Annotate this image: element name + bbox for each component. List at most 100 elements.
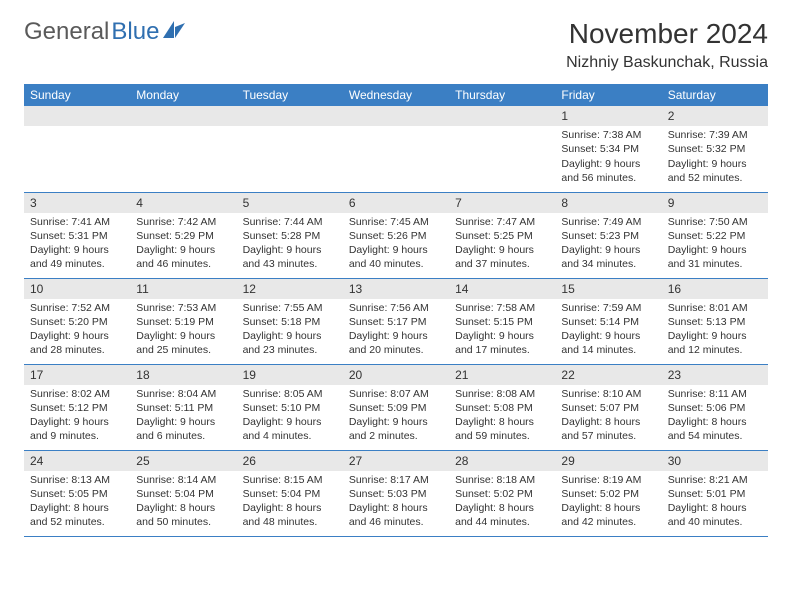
daylight-text: Daylight: 9 hours and 12 minutes. bbox=[668, 329, 762, 357]
day-details bbox=[24, 126, 130, 132]
sunset-text: Sunset: 5:20 PM bbox=[30, 315, 124, 329]
sunrise-text: Sunrise: 8:21 AM bbox=[668, 473, 762, 487]
sunrise-text: Sunrise: 7:55 AM bbox=[243, 301, 337, 315]
calendar-head: SundayMondayTuesdayWednesdayThursdayFrid… bbox=[24, 84, 768, 106]
sunset-text: Sunset: 5:23 PM bbox=[561, 229, 655, 243]
day-header: Monday bbox=[130, 84, 236, 106]
day-number: 6 bbox=[343, 193, 449, 213]
day-header: Sunday bbox=[24, 84, 130, 106]
daylight-text: Daylight: 9 hours and 25 minutes. bbox=[136, 329, 230, 357]
calendar-row: 3Sunrise: 7:41 AMSunset: 5:31 PMDaylight… bbox=[24, 192, 768, 278]
sunset-text: Sunset: 5:19 PM bbox=[136, 315, 230, 329]
day-details: Sunrise: 8:17 AMSunset: 5:03 PMDaylight:… bbox=[343, 471, 449, 534]
calendar-cell: 15Sunrise: 7:59 AMSunset: 5:14 PMDayligh… bbox=[555, 278, 661, 364]
sunrise-text: Sunrise: 7:44 AM bbox=[243, 215, 337, 229]
calendar-cell: 25 Sunrise: 8:14 AMSunset: 5:04 PMDayligh… bbox=[130, 450, 236, 536]
day-number bbox=[449, 106, 555, 126]
day-number: 17 bbox=[24, 365, 130, 385]
day-details: Sunrise: 8:04 AMSunset: 5:11 PMDaylight:… bbox=[130, 385, 236, 448]
day-details: Sunrise: 7:55 AMSunset: 5:18 PMDaylight:… bbox=[237, 299, 343, 362]
daylight-text: Daylight: 9 hours and 9 minutes. bbox=[30, 415, 124, 443]
day-details: Sunrise: 7:56 AMSunset: 5:17 PMDaylight:… bbox=[343, 299, 449, 362]
daylight-text: Daylight: 9 hours and 37 minutes. bbox=[455, 243, 549, 271]
sunset-text: Sunset: 5:06 PM bbox=[668, 401, 762, 415]
calendar-cell bbox=[237, 106, 343, 192]
location-label: Nizhniy Baskunchak, Russia bbox=[566, 54, 768, 72]
daylight-text: Daylight: 8 hours and 40 minutes. bbox=[668, 501, 762, 529]
calendar-page: GeneralBlue November 2024 Nizhniy Baskun… bbox=[0, 0, 792, 555]
day-details: Sunrise: 8:07 AMSunset: 5:09 PMDaylight:… bbox=[343, 385, 449, 448]
day-number: 19 bbox=[237, 365, 343, 385]
calendar-cell: 5Sunrise: 7:44 AMSunset: 5:28 PMDaylight… bbox=[237, 192, 343, 278]
calendar-row: 24Sunrise: 8:13 AMSunset: 5:05 PMDayligh… bbox=[24, 450, 768, 536]
daylight-text: Daylight: 9 hours and 23 minutes. bbox=[243, 329, 337, 357]
sunset-text: Sunset: 5:29 PM bbox=[136, 229, 230, 243]
calendar-table: SundayMondayTuesdayWednesdayThursdayFrid… bbox=[24, 84, 768, 537]
day-details: Sunrise: 7:53 AMSunset: 5:19 PMDaylight:… bbox=[130, 299, 236, 362]
sunrise-text: Sunrise: 8:18 AM bbox=[455, 473, 549, 487]
sunrise-text: Sunrise: 8:08 AM bbox=[455, 387, 549, 401]
sunset-text: Sunset: 5:32 PM bbox=[668, 142, 762, 156]
sunrise-text: Sunrise: 8:02 AM bbox=[30, 387, 124, 401]
brand-part1: General bbox=[24, 18, 109, 46]
day-details: Sunrise: 7:59 AMSunset: 5:14 PMDaylight:… bbox=[555, 299, 661, 362]
day-details: Sunrise: 8:18 AMSunset: 5:02 PMDaylight:… bbox=[449, 471, 555, 534]
day-number: 27 bbox=[343, 451, 449, 471]
sunset-text: Sunset: 5:12 PM bbox=[30, 401, 124, 415]
sunset-text: Sunset: 5:28 PM bbox=[243, 229, 337, 243]
sunrise-text: Sunrise: 7:53 AM bbox=[136, 301, 230, 315]
sunset-text: Sunset: 5:14 PM bbox=[561, 315, 655, 329]
calendar-row: 17Sunrise: 8:02 AMSunset: 5:12 PMDayligh… bbox=[24, 364, 768, 450]
sunset-text: Sunset: 5:04 PM bbox=[136, 487, 230, 501]
sunrise-text: Sunrise: 7:49 AM bbox=[561, 215, 655, 229]
daylight-text: Daylight: 8 hours and 48 minutes. bbox=[243, 501, 337, 529]
day-number: 4 bbox=[130, 193, 236, 213]
month-title: November 2024 bbox=[566, 18, 768, 50]
daylight-text: Daylight: 9 hours and 17 minutes. bbox=[455, 329, 549, 357]
calendar-cell: 2Sunrise: 7:39 AMSunset: 5:32 PMDaylight… bbox=[662, 106, 768, 192]
day-number: 18 bbox=[130, 365, 236, 385]
daylight-text: Daylight: 8 hours and 59 minutes. bbox=[455, 415, 549, 443]
day-details: Sunrise: 8:02 AMSunset: 5:12 PMDaylight:… bbox=[24, 385, 130, 448]
calendar-cell: 17Sunrise: 8:02 AMSunset: 5:12 PMDayligh… bbox=[24, 364, 130, 450]
day-header: Wednesday bbox=[343, 84, 449, 106]
sunset-text: Sunset: 5:08 PM bbox=[455, 401, 549, 415]
day-details: Sunrise: 8:11 AMSunset: 5:06 PMDaylight:… bbox=[662, 385, 768, 448]
day-number bbox=[24, 106, 130, 126]
sunrise-text: Sunrise: 8:14 AM bbox=[136, 473, 230, 487]
day-details: Sunrise: 7:41 AMSunset: 5:31 PMDaylight:… bbox=[24, 213, 130, 276]
sunrise-text: Sunrise: 7:42 AM bbox=[136, 215, 230, 229]
daylight-text: Daylight: 9 hours and 34 minutes. bbox=[561, 243, 655, 271]
sunrise-text: Sunrise: 7:45 AM bbox=[349, 215, 443, 229]
daylight-text: Daylight: 9 hours and 56 minutes. bbox=[561, 157, 655, 185]
daylight-text: Daylight: 9 hours and 6 minutes. bbox=[136, 415, 230, 443]
sunrise-text: Sunrise: 7:47 AM bbox=[455, 215, 549, 229]
calendar-cell: 24Sunrise: 8:13 AMSunset: 5:05 PMDayligh… bbox=[24, 450, 130, 536]
calendar-cell: 21 Sunrise: 8:08 AMSunset: 5:08 PMDayligh… bbox=[449, 364, 555, 450]
calendar-cell bbox=[24, 106, 130, 192]
calendar-cell: 10Sunrise: 7:52 AMSunset: 5:20 PMDayligh… bbox=[24, 278, 130, 364]
sunset-text: Sunset: 5:07 PM bbox=[561, 401, 655, 415]
sunset-text: Sunset: 5:18 PM bbox=[243, 315, 337, 329]
day-number: 25 bbox=[130, 451, 236, 471]
day-number: 21 bbox=[449, 365, 555, 385]
calendar-cell: 12Sunrise: 7:55 AMSunset: 5:18 PMDayligh… bbox=[237, 278, 343, 364]
calendar-cell: 11Sunrise: 7:53 AMSunset: 5:19 PMDayligh… bbox=[130, 278, 236, 364]
calendar-cell: 8Sunrise: 7:49 AMSunset: 5:23 PMDaylight… bbox=[555, 192, 661, 278]
day-details: Sunrise: 7:45 AMSunset: 5:26 PMDaylight:… bbox=[343, 213, 449, 276]
sunset-text: Sunset: 5:11 PM bbox=[136, 401, 230, 415]
sunrise-text: Sunrise: 8:11 AM bbox=[668, 387, 762, 401]
sunset-text: Sunset: 5:01 PM bbox=[668, 487, 762, 501]
brand-part2: Blue bbox=[111, 18, 159, 46]
calendar-cell bbox=[449, 106, 555, 192]
sunrise-text: Sunrise: 7:56 AM bbox=[349, 301, 443, 315]
day-details: Sunrise: 8:01 AMSunset: 5:13 PMDaylight:… bbox=[662, 299, 768, 362]
daylight-text: Daylight: 8 hours and 50 minutes. bbox=[136, 501, 230, 529]
day-details: Sunrise: 7:50 AMSunset: 5:22 PMDaylight:… bbox=[662, 213, 768, 276]
day-number: 11 bbox=[130, 279, 236, 299]
day-number: 26 bbox=[237, 451, 343, 471]
calendar-cell: 27Sunrise: 8:17 AMSunset: 5:03 PMDayligh… bbox=[343, 450, 449, 536]
calendar-cell: 9Sunrise: 7:50 AMSunset: 5:22 PMDaylight… bbox=[662, 192, 768, 278]
sunset-text: Sunset: 5:05 PM bbox=[30, 487, 124, 501]
day-number: 10 bbox=[24, 279, 130, 299]
